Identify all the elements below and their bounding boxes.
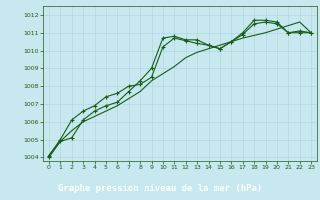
Text: Graphe pression niveau de la mer (hPa): Graphe pression niveau de la mer (hPa)	[58, 184, 262, 193]
